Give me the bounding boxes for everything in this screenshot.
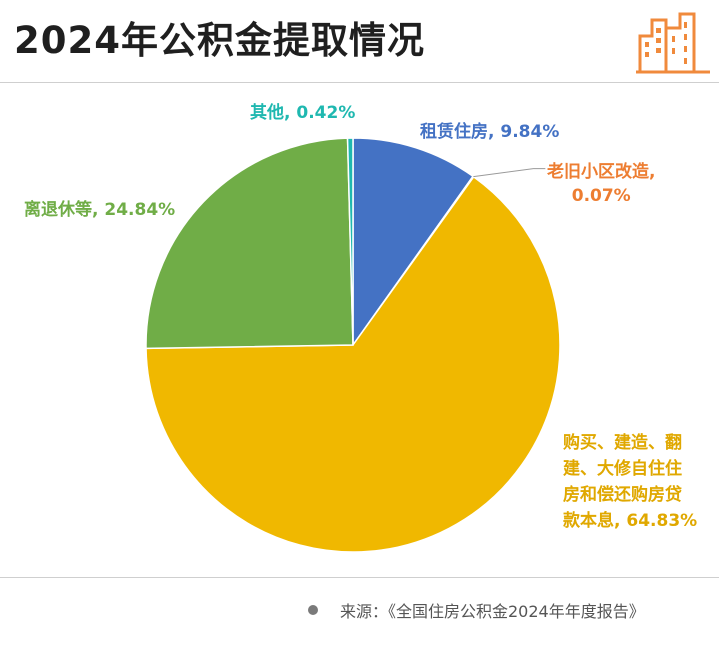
footer-divider — [0, 577, 719, 578]
label-renovation-line2: 0.07% — [571, 186, 631, 206]
slice-retire — [145, 137, 354, 350]
label-renovation-line1: 老旧小区改造, — [547, 162, 656, 182]
slice-other — [346, 137, 354, 346]
label-retire: 离退休等, 24.84% — [24, 200, 176, 220]
source-note: 来源：《全国住房公积金2024年年度报告》 — [308, 598, 645, 622]
label-renovation: 老旧小区改造, 0.07% — [547, 160, 655, 208]
label-purchase-line3: 房和偿还购房贷 — [563, 485, 682, 505]
label-other: 其他, 0.42% — [250, 103, 356, 123]
slice-rent — [352, 137, 475, 348]
label-purchase-line2: 建、大修自住住 — [563, 459, 682, 479]
slice-purchase — [145, 175, 561, 553]
chart-title: 2024年公积金提取情况 — [14, 19, 425, 62]
label-rent: 租赁住房, 9.84% — [420, 122, 560, 142]
source-text: 来源：《全国住房公积金2024年年度报告》 — [340, 602, 645, 621]
label-purchase: 购买、建造、翻 建、大修自住住 房和偿还购房贷 款本息, 64.83% — [563, 430, 697, 534]
bullet-dot-icon — [308, 605, 318, 615]
building-logo-icon — [636, 12, 710, 74]
header-divider — [0, 82, 719, 83]
label-purchase-line4: 款本息, 64.83% — [563, 511, 698, 531]
leader-line-renovation — [473, 168, 546, 178]
label-purchase-line1: 购买、建造、翻 — [563, 433, 682, 453]
